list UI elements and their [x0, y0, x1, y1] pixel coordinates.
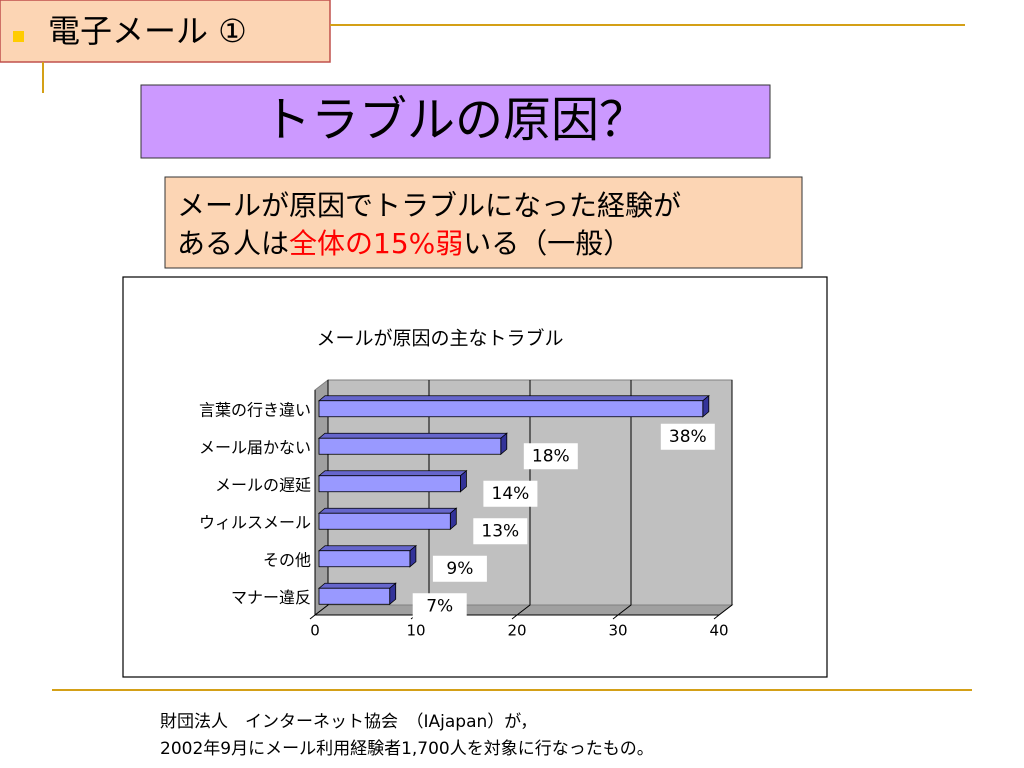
slide-title: トラブルの原因？	[263, 92, 647, 148]
x-tick-label: 10	[406, 622, 425, 640]
plot-area: 0 10 20 30 40 言葉の行き違い 38% メール届かない 18% メールの遅延 14% ウィ…	[199, 378, 734, 640]
x-tick-label: 0	[310, 622, 320, 640]
header-title: 電子メール ①	[48, 12, 247, 50]
chart-title: メールが原因の主なトラブル	[316, 327, 563, 350]
value-label: 18%	[532, 446, 570, 466]
bar-top-face	[317, 395, 710, 402]
bar-top-face	[317, 432, 508, 439]
bar	[318, 550, 411, 568]
value-label: 9%	[446, 559, 473, 579]
bar-top-face	[317, 470, 468, 477]
bullet	[13, 31, 24, 42]
tick-mark	[511, 614, 518, 620]
grid-line	[314, 380, 329, 616]
callout-text: いる（一般）	[463, 227, 631, 260]
value-label-box	[483, 480, 538, 507]
tick-mark	[713, 614, 720, 620]
footnote: 2002年9月にメール利用経験者1,700人を対象に行なったもの。	[160, 739, 654, 759]
value-label: 13%	[481, 521, 519, 541]
y-tick-label: ウィルスメール	[199, 513, 311, 532]
tick-mark	[612, 614, 619, 620]
bar	[318, 437, 502, 455]
value-label-box	[432, 555, 487, 582]
y-tick-label: その他	[263, 550, 311, 569]
value-label: 38%	[669, 427, 707, 447]
bar	[318, 400, 704, 418]
y-tick-label: 言葉の行き違い	[199, 400, 311, 419]
tick-mark	[309, 614, 316, 620]
bar-top-face	[317, 507, 458, 514]
title-box	[140, 84, 771, 159]
header-box	[0, 0, 331, 63]
x-tick-label: 40	[709, 622, 728, 640]
y-tick-label: メールの遅延	[215, 475, 311, 494]
x-tick-label: 20	[507, 622, 526, 640]
footnote: 財団法人 インターネット協会 （IAjapan）が，	[160, 712, 537, 732]
value-label-box	[660, 423, 715, 450]
y-tick-label: メール届かない	[199, 438, 311, 457]
grid-line	[617, 380, 632, 616]
bar	[318, 475, 461, 493]
grid-line	[718, 380, 733, 616]
callout-line: メールが原因でトラブルになった経験が	[177, 189, 681, 222]
value-label: 14%	[492, 484, 530, 504]
callout-highlight: 全体の15%弱	[289, 227, 463, 260]
callout-text: ある人は	[177, 227, 289, 260]
bar	[318, 512, 451, 530]
bar-top-face	[317, 582, 397, 589]
value-label-box	[412, 593, 467, 620]
callout-box	[164, 176, 803, 269]
x-tick-label: 30	[608, 622, 627, 640]
value-label-box	[473, 518, 528, 545]
y-tick-label: マナー違反	[231, 588, 311, 607]
value-label-box	[523, 443, 578, 470]
callout-line: ある人は全体の15%弱いる（一般）	[177, 227, 631, 260]
bar	[318, 587, 391, 605]
value-label: 7%	[426, 596, 453, 616]
bar-top-face	[317, 545, 418, 552]
